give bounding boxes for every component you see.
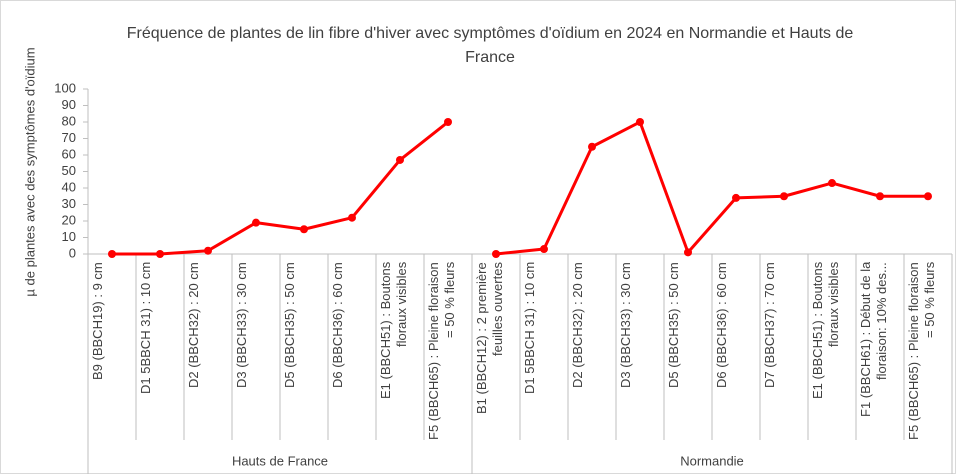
marker	[108, 250, 116, 258]
y-tick-label: 50	[62, 163, 76, 178]
y-tick-label: 70	[62, 130, 76, 145]
marker	[828, 179, 836, 188]
x-tick-label: E1 (BBCH51) : Boutons floraux visibles	[810, 262, 841, 400]
chart-title: Fréquence de plantes de lin fibre d'hive…	[126, 25, 854, 66]
marker	[588, 142, 596, 151]
x-tick-label: B1 (BBCH12) : 2 première feuilles ouvert…	[474, 262, 505, 414]
marker	[252, 218, 260, 227]
marker	[492, 250, 500, 258]
marker	[204, 246, 212, 255]
marker	[396, 155, 404, 164]
marker	[540, 245, 548, 254]
marker	[348, 213, 356, 222]
x-tick-label: D2 (BBCH32) : 20 cm	[186, 262, 201, 388]
marker	[684, 248, 692, 257]
x-tick-label: D1 5BBCH 31) : 10 cm	[138, 262, 153, 395]
marker	[300, 225, 308, 234]
x-tick-label: D1 5BBCH 31) : 10 cm	[522, 262, 537, 395]
group-label: Normandie	[680, 453, 744, 468]
x-tick-label: D5 (BBCH35) : 50 cm	[282, 262, 297, 388]
marker	[732, 193, 740, 202]
x-tick-label: E1 (BBCH51) : Boutons floraux visibles	[378, 262, 409, 400]
line	[112, 120, 449, 256]
x-tick-label: F5 (BBCH65) : Pleine floraison = 50 % fl…	[426, 262, 457, 440]
y-tick-label: 10	[62, 229, 76, 244]
y-tick-label: 60	[62, 146, 76, 161]
y-tick-label: 0	[69, 245, 76, 260]
y-tick-label: 80	[62, 113, 76, 128]
x-tick-label: D3 (BBCH33) : 30 cm	[618, 262, 633, 388]
marker	[636, 118, 644, 126]
y-tick-label: 100	[54, 80, 76, 95]
x-tick-label: F5 (BBCH65) : Pleine floraison = 50 % fl…	[906, 262, 937, 440]
marker	[780, 192, 788, 201]
y-tick-label: 30	[62, 196, 76, 211]
x-tick-label: B9 (BBCH19) : 9 cm	[90, 262, 105, 380]
marker	[444, 118, 452, 126]
marker	[156, 250, 164, 258]
line	[495, 120, 928, 256]
marker	[924, 192, 932, 201]
x-tick-label: D3 (BBCH33) : 30 cm	[234, 262, 249, 388]
x-tick-label: F1 (BBCH61) : Début de la floraison: 10%…	[858, 262, 889, 418]
x-tick-label: D2 (BBCH32) : 20 cm	[570, 262, 585, 388]
y-tick-label: 20	[62, 212, 76, 227]
x-tick-label: D7 (BBCH37) : 70 cm	[762, 262, 777, 388]
x-tick-label: D6 (BBCH36) : 60 cm	[330, 262, 345, 388]
y-axis-label: µ de plantes avec des symptômes d'oïdium	[22, 47, 38, 297]
x-tick-label: D6 (BBCH36) : 60 cm	[714, 262, 729, 388]
y-tick-label: 40	[62, 179, 76, 194]
y-tick-label: 90	[62, 97, 76, 112]
marker	[876, 192, 884, 201]
x-tick-label: D5 (BBCH35) : 50 cm	[666, 262, 681, 388]
group-label: Hauts de France	[232, 453, 328, 468]
